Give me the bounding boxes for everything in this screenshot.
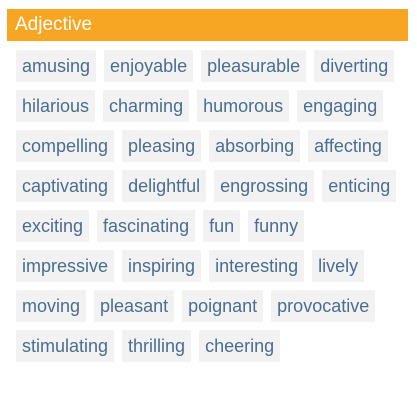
synonym-tag[interactable]: exciting bbox=[16, 210, 90, 242]
synonym-tag[interactable]: affecting bbox=[308, 130, 388, 162]
synonym-tag[interactable]: amusing bbox=[16, 50, 97, 82]
synonym-tag[interactable]: captivating bbox=[16, 170, 115, 202]
synonym-tag[interactable]: stimulating bbox=[16, 330, 115, 362]
synonym-tag[interactable]: funny bbox=[248, 210, 305, 242]
synonym-tag-list: amusing enjoyable pleasurable diverting hila… bbox=[7, 41, 408, 362]
synonym-tag[interactable]: pleasing bbox=[122, 130, 202, 162]
synonym-tag[interactable]: moving bbox=[16, 290, 87, 322]
synonym-tag[interactable]: pleasant bbox=[94, 290, 175, 322]
synonym-tag[interactable]: cheering bbox=[199, 330, 281, 362]
adjective-panel: Adjective amusing enjoyable pleasurable div… bbox=[7, 9, 408, 362]
synonym-tag[interactable]: provocative bbox=[271, 290, 376, 322]
synonym-tag[interactable]: diverting bbox=[314, 50, 395, 82]
synonym-tag[interactable]: charming bbox=[103, 90, 190, 122]
synonym-tag[interactable]: hilarious bbox=[16, 90, 96, 122]
synonym-tag[interactable]: thrilling bbox=[122, 330, 192, 362]
synonym-tag[interactable]: humorous bbox=[197, 90, 290, 122]
synonym-tag[interactable]: fascinating bbox=[97, 210, 196, 242]
synonym-tag[interactable]: compelling bbox=[16, 130, 115, 162]
synonym-tag[interactable]: engrossing bbox=[214, 170, 315, 202]
synonym-tag[interactable]: engaging bbox=[297, 90, 384, 122]
panel-header: Adjective bbox=[7, 9, 408, 41]
synonym-tag[interactable]: fun bbox=[203, 210, 241, 242]
synonym-tag[interactable]: absorbing bbox=[209, 130, 301, 162]
synonym-tag[interactable]: delightful bbox=[122, 170, 207, 202]
synonym-tag[interactable]: lively bbox=[312, 250, 365, 282]
header-title: Adjective bbox=[15, 14, 93, 35]
synonym-tag[interactable]: inspiring bbox=[122, 250, 202, 282]
synonym-tag[interactable]: impressive bbox=[16, 250, 115, 282]
synonym-tag[interactable]: enticing bbox=[322, 170, 397, 202]
synonym-tag[interactable]: poignant bbox=[182, 290, 264, 322]
synonym-tag[interactable]: interesting bbox=[209, 250, 305, 282]
synonym-tag[interactable]: enjoyable bbox=[104, 50, 194, 82]
synonym-tag[interactable]: pleasurable bbox=[201, 50, 307, 82]
